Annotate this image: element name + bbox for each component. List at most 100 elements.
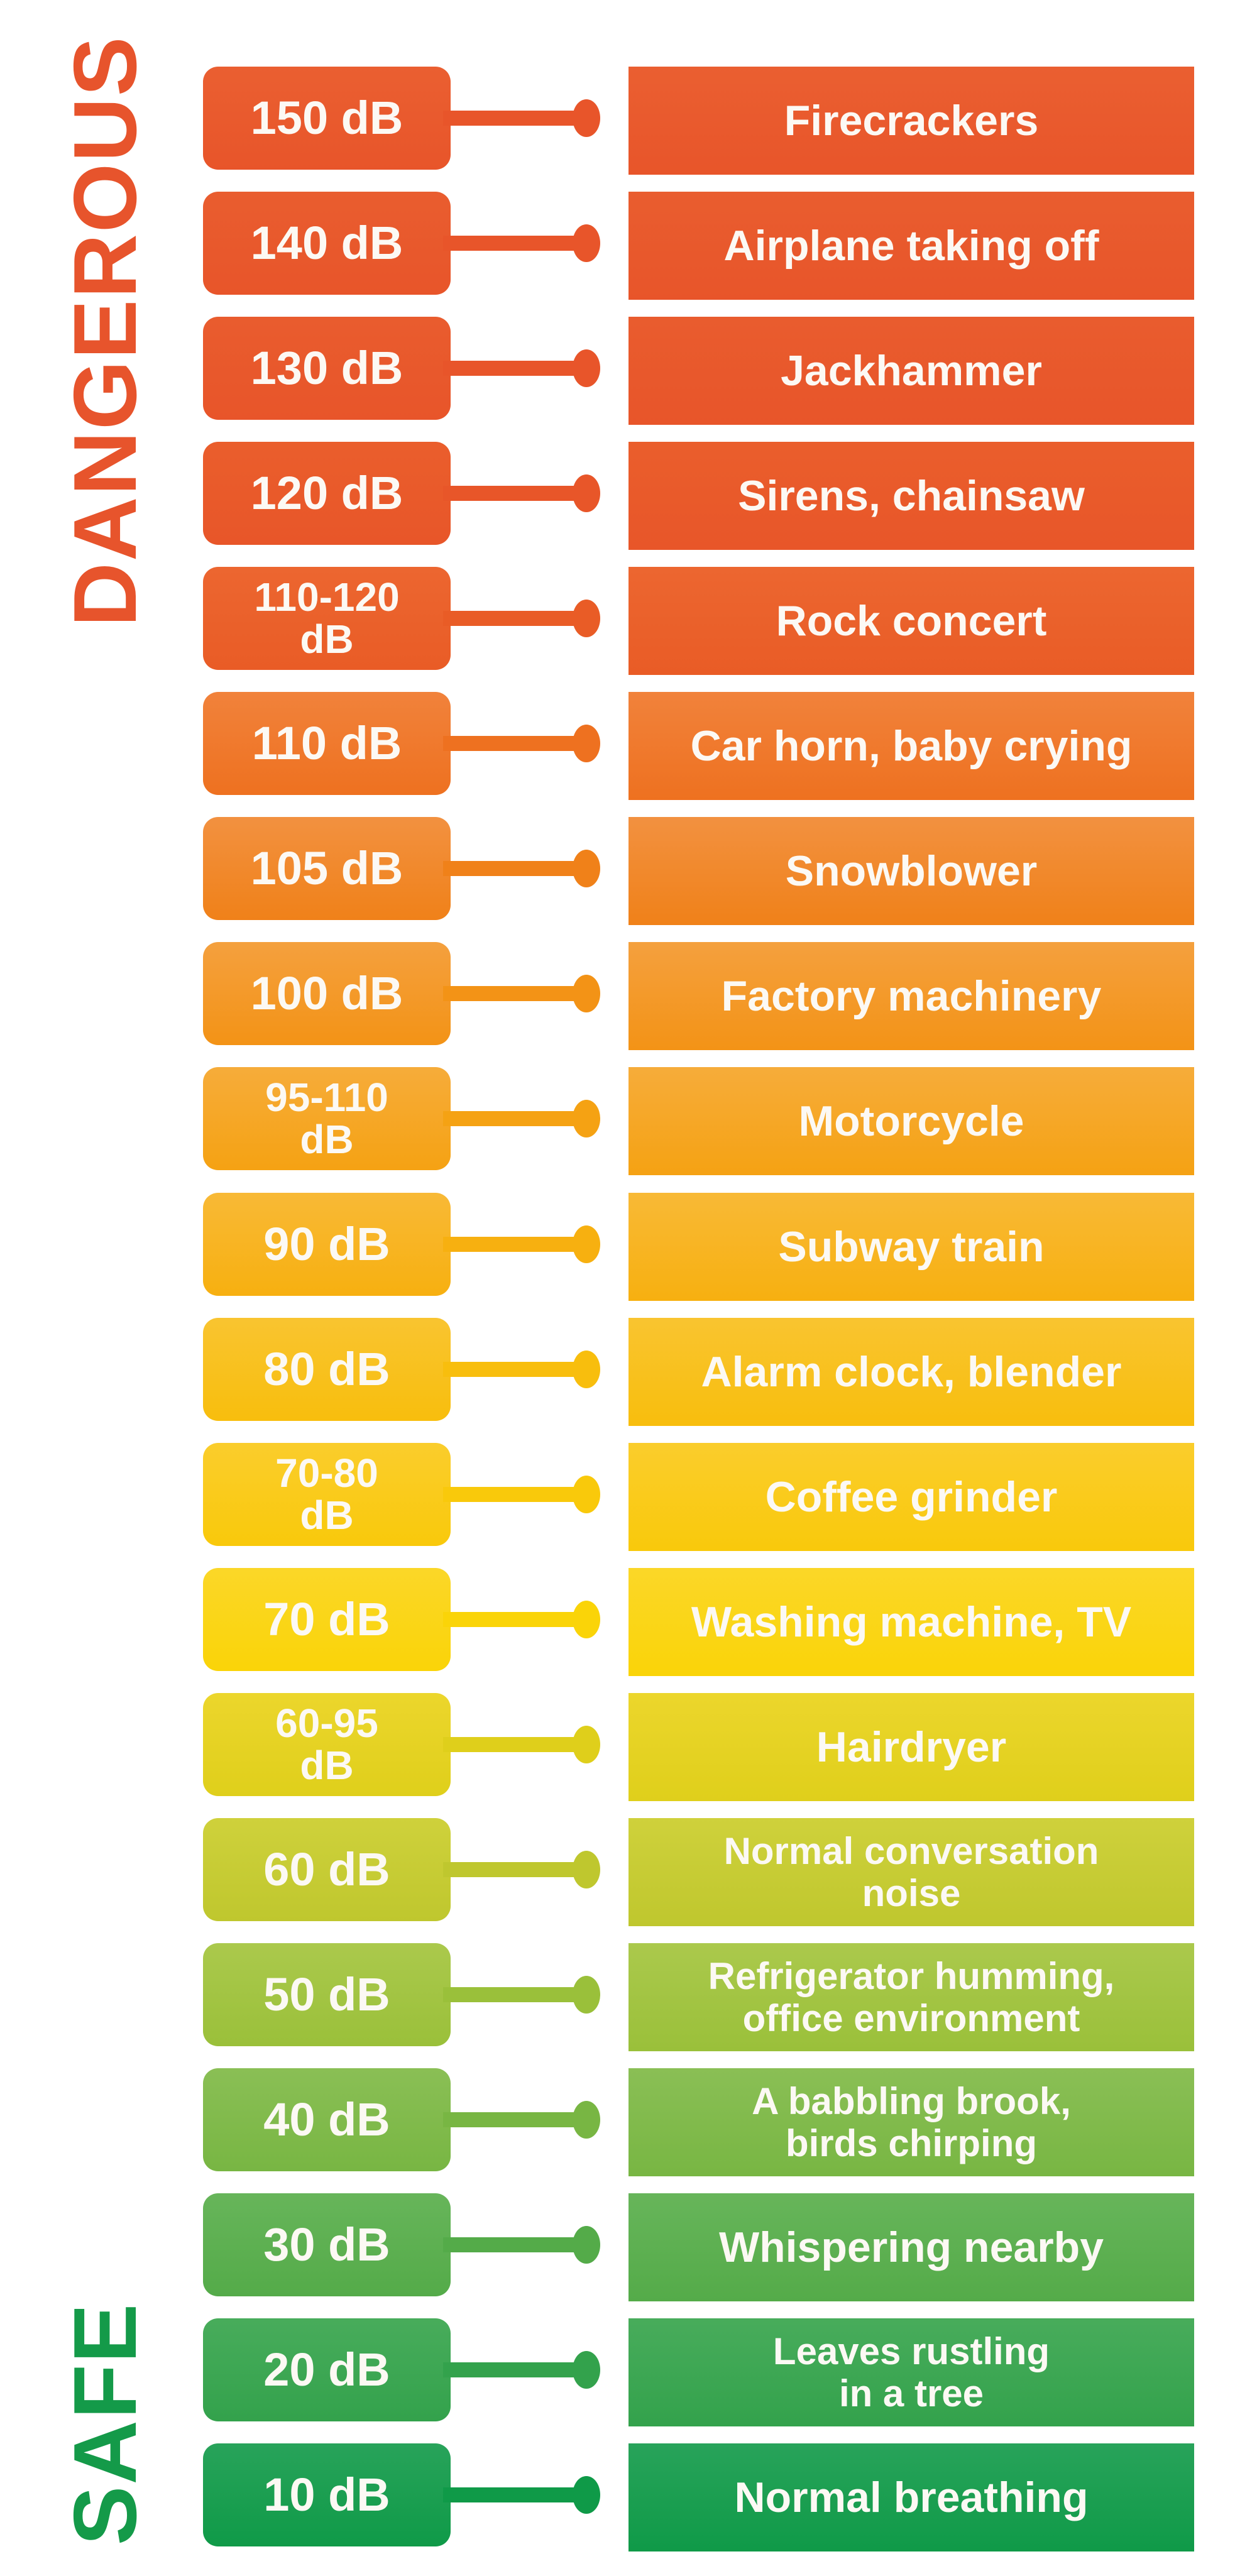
source-label: Normal breathing	[734, 2473, 1089, 2521]
db-value: 105 dB	[250, 842, 403, 895]
row: 10 dB Normal breathing	[0, 2443, 1257, 2568]
row: 40 dB A babbling brook, birds chirping	[0, 2068, 1257, 2193]
source-box: Sirens, chainsaw	[628, 442, 1194, 550]
source-label: Car horn, baby crying	[690, 721, 1133, 770]
db-value: 120 dB	[250, 467, 403, 520]
connector-line	[443, 2237, 588, 2252]
db-value: 50 dB	[263, 1968, 390, 2021]
db-label-box: 40 dB	[203, 2068, 451, 2171]
db-value: 90 dB	[263, 1218, 390, 1271]
source-box: Airplane taking off	[628, 192, 1194, 300]
source-box: Leaves rustling in a tree	[628, 2318, 1194, 2426]
db-label-box: 90 dB	[203, 1193, 451, 1296]
connector-line	[443, 236, 588, 251]
connector-line	[443, 2487, 588, 2502]
source-box: Factory machinery	[628, 942, 1194, 1050]
connector-dot	[573, 1225, 600, 1263]
db-value: 150 dB	[250, 92, 403, 145]
source-box: Car horn, baby crying	[628, 692, 1194, 800]
connector-dot	[573, 1851, 600, 1888]
source-label: Firecrackers	[784, 96, 1039, 145]
source-label: Rock concert	[776, 596, 1047, 645]
source-label: Refrigerator humming, office environment	[708, 1954, 1115, 2039]
db-value: 110 dB	[251, 717, 402, 770]
source-label: Motorcycle	[798, 1097, 1024, 1145]
connector-dot	[573, 349, 600, 387]
db-value: 95-110 dB	[265, 1074, 388, 1162]
source-box: Washing machine, TV	[628, 1568, 1194, 1676]
source-box: Normal conversation noise	[628, 1818, 1194, 1926]
connector-line	[443, 2362, 588, 2377]
row: 95-110 dB Motorcycle	[0, 1067, 1257, 1192]
db-label-box: 10 dB	[203, 2443, 451, 2546]
row: 105 dB Snowblower	[0, 817, 1257, 942]
source-box: Alarm clock, blender	[628, 1318, 1194, 1426]
row: 110 dB Car horn, baby crying	[0, 692, 1257, 817]
source-box: Normal breathing	[628, 2443, 1194, 2551]
connector-dot	[573, 2476, 600, 2514]
connector-dot	[573, 1976, 600, 2014]
db-label-box: 100 dB	[203, 942, 451, 1045]
connector-dot	[573, 2226, 600, 2264]
connector-dot	[573, 1476, 600, 1513]
db-value: 60-95 dB	[275, 1700, 378, 1788]
connector-line	[443, 1612, 588, 1627]
row: 150 dB Firecrackers	[0, 67, 1257, 192]
db-value: 30 dB	[263, 2218, 390, 2271]
connector-dot	[573, 1351, 600, 1388]
db-value: 70-80 dB	[275, 1450, 378, 1538]
connector-line	[443, 611, 588, 626]
db-label-box: 70-80 dB	[203, 1443, 451, 1546]
db-label-box: 30 dB	[203, 2193, 451, 2296]
db-label-box: 105 dB	[203, 817, 451, 920]
source-box: Snowblower	[628, 817, 1194, 925]
connector-dot	[573, 224, 600, 262]
connector-line	[443, 111, 588, 126]
row: 90 dB Subway train	[0, 1193, 1257, 1318]
source-label: Leaves rustling in a tree	[772, 2330, 1050, 2414]
connector-line	[443, 986, 588, 1001]
source-box: Whispering nearby	[628, 2193, 1194, 2301]
source-label: A babbling brook, birds chirping	[752, 2080, 1071, 2164]
row: 70-80 dB Coffee grinder	[0, 1443, 1257, 1568]
db-label-box: 50 dB	[203, 1943, 451, 2046]
connector-line	[443, 361, 588, 376]
connector-line	[443, 1987, 588, 2002]
connector-dot	[573, 1601, 600, 1638]
connector-dot	[573, 1726, 600, 1763]
source-label: Sirens, chainsaw	[738, 471, 1085, 520]
connector-line	[443, 861, 588, 876]
row: 60 dB Normal conversation noise	[0, 1818, 1257, 1943]
row: 120 dB Sirens, chainsaw	[0, 442, 1257, 567]
source-box: Motorcycle	[628, 1067, 1194, 1175]
connector-dot	[573, 850, 600, 887]
row: 70 dB Washing machine, TV	[0, 1568, 1257, 1693]
source-box: Rock concert	[628, 567, 1194, 675]
row: 100 dB Factory machinery	[0, 942, 1257, 1067]
db-label-box: 70 dB	[203, 1568, 451, 1671]
connector-line	[443, 1737, 588, 1752]
connector-dot	[573, 1100, 600, 1137]
source-label: Washing machine, TV	[691, 1598, 1132, 1646]
connector-line	[443, 1487, 588, 1502]
source-label: Subway train	[778, 1222, 1045, 1271]
connector-line	[443, 1237, 588, 1252]
row: 140 dB Airplane taking off	[0, 192, 1257, 317]
db-label-box: 60-95 dB	[203, 1693, 451, 1796]
connector-line	[443, 1362, 588, 1377]
db-value: 100 dB	[250, 967, 403, 1020]
source-label: Normal conversation noise	[723, 1829, 1099, 1914]
row: 60-95 dB Hairdryer	[0, 1693, 1257, 1818]
connector-dot	[573, 2101, 600, 2139]
source-box: Jackhammer	[628, 317, 1194, 425]
db-label-box: 120 dB	[203, 442, 451, 545]
row: 50 dB Refrigerator humming, office envir…	[0, 1943, 1257, 2068]
connector-dot	[573, 725, 600, 762]
row: 80 dB Alarm clock, blender	[0, 1318, 1257, 1443]
db-value: 80 dB	[263, 1343, 390, 1396]
source-box: Hairdryer	[628, 1693, 1194, 1801]
db-label-box: 130 dB	[203, 317, 451, 420]
connector-dot	[573, 99, 600, 137]
db-value: 130 dB	[250, 342, 403, 395]
db-label-box: 20 dB	[203, 2318, 451, 2421]
